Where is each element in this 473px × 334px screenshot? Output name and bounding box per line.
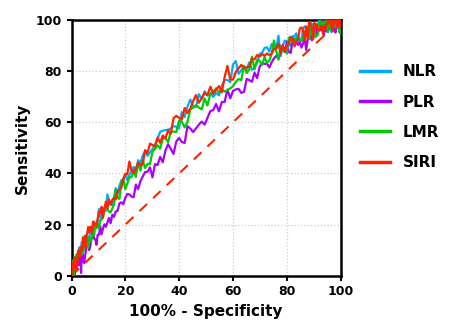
LMR <box>338 31 343 35</box>
Y-axis label: Sensitivity: Sensitivity <box>15 102 30 193</box>
PLR <box>338 18 343 22</box>
SIRI <box>338 25 343 29</box>
LMR <box>338 18 343 22</box>
PLR <box>338 18 343 22</box>
NLR <box>336 18 342 22</box>
PLR <box>89 233 95 237</box>
LMR <box>324 18 329 22</box>
PLR <box>338 18 343 22</box>
Line: NLR: NLR <box>71 20 341 276</box>
X-axis label: 100% - Specificity: 100% - Specificity <box>129 304 283 319</box>
LMR <box>338 18 343 22</box>
LMR <box>338 18 343 22</box>
PLR <box>336 25 342 29</box>
SIRI <box>336 18 342 22</box>
PLR <box>338 26 343 30</box>
LMR <box>336 22 342 26</box>
SIRI <box>69 274 74 278</box>
SIRI <box>322 26 328 30</box>
NLR <box>89 227 95 231</box>
NLR <box>316 18 322 22</box>
NLR <box>338 18 343 22</box>
PLR <box>320 18 326 22</box>
SIRI <box>338 26 343 30</box>
PLR <box>323 22 328 26</box>
NLR <box>338 19 343 23</box>
NLR <box>323 23 328 27</box>
LMR <box>69 274 74 278</box>
SIRI <box>325 18 331 22</box>
LMR <box>322 22 328 26</box>
PLR <box>69 274 74 278</box>
Legend: NLR, PLR, LMR, SIRI: NLR, PLR, LMR, SIRI <box>354 58 445 176</box>
SIRI <box>338 18 343 22</box>
SIRI <box>338 18 343 22</box>
LMR <box>89 235 95 239</box>
Line: SIRI: SIRI <box>71 20 341 276</box>
SIRI <box>89 231 95 235</box>
NLR <box>69 274 74 278</box>
NLR <box>338 18 343 22</box>
Line: PLR: PLR <box>71 20 341 276</box>
NLR <box>338 18 343 22</box>
Line: LMR: LMR <box>71 20 341 276</box>
